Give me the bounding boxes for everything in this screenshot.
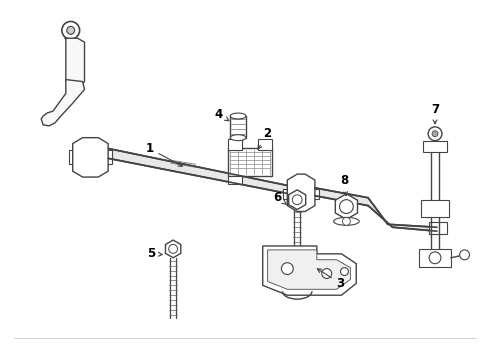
Bar <box>423 141 447 152</box>
Circle shape <box>62 22 79 39</box>
Circle shape <box>292 195 302 204</box>
Text: 7: 7 <box>431 103 439 124</box>
Circle shape <box>340 200 353 213</box>
Text: 2: 2 <box>258 127 272 149</box>
Polygon shape <box>289 190 306 210</box>
Bar <box>419 249 451 267</box>
Ellipse shape <box>230 135 246 141</box>
Circle shape <box>343 217 350 225</box>
Bar <box>429 222 447 234</box>
Polygon shape <box>335 194 358 219</box>
Polygon shape <box>368 198 392 227</box>
Bar <box>258 139 271 150</box>
Text: 1: 1 <box>146 142 182 166</box>
Text: 6: 6 <box>273 191 287 204</box>
Polygon shape <box>65 38 84 89</box>
Ellipse shape <box>334 217 359 225</box>
Polygon shape <box>315 188 368 206</box>
Bar <box>228 139 242 150</box>
Bar <box>106 150 112 164</box>
Bar <box>421 200 449 217</box>
Polygon shape <box>41 80 84 126</box>
Circle shape <box>432 131 438 137</box>
Bar <box>228 176 242 184</box>
Bar <box>228 148 271 176</box>
Bar <box>69 150 74 164</box>
Text: 5: 5 <box>147 247 162 260</box>
Polygon shape <box>108 148 299 196</box>
Circle shape <box>281 263 293 275</box>
Circle shape <box>322 269 332 278</box>
Bar <box>230 116 246 138</box>
Circle shape <box>428 127 442 141</box>
Polygon shape <box>268 250 350 289</box>
Circle shape <box>341 267 348 275</box>
Text: 4: 4 <box>214 108 229 121</box>
Circle shape <box>460 250 469 260</box>
Circle shape <box>429 252 441 264</box>
Polygon shape <box>287 174 315 212</box>
Bar <box>313 189 319 199</box>
Ellipse shape <box>230 113 246 119</box>
Bar <box>283 189 289 199</box>
Circle shape <box>169 244 177 253</box>
Polygon shape <box>166 240 181 258</box>
Circle shape <box>67 26 74 34</box>
Polygon shape <box>263 246 356 295</box>
Polygon shape <box>73 138 108 177</box>
Text: 3: 3 <box>318 269 344 290</box>
Polygon shape <box>388 224 437 231</box>
Text: 8: 8 <box>341 174 348 196</box>
